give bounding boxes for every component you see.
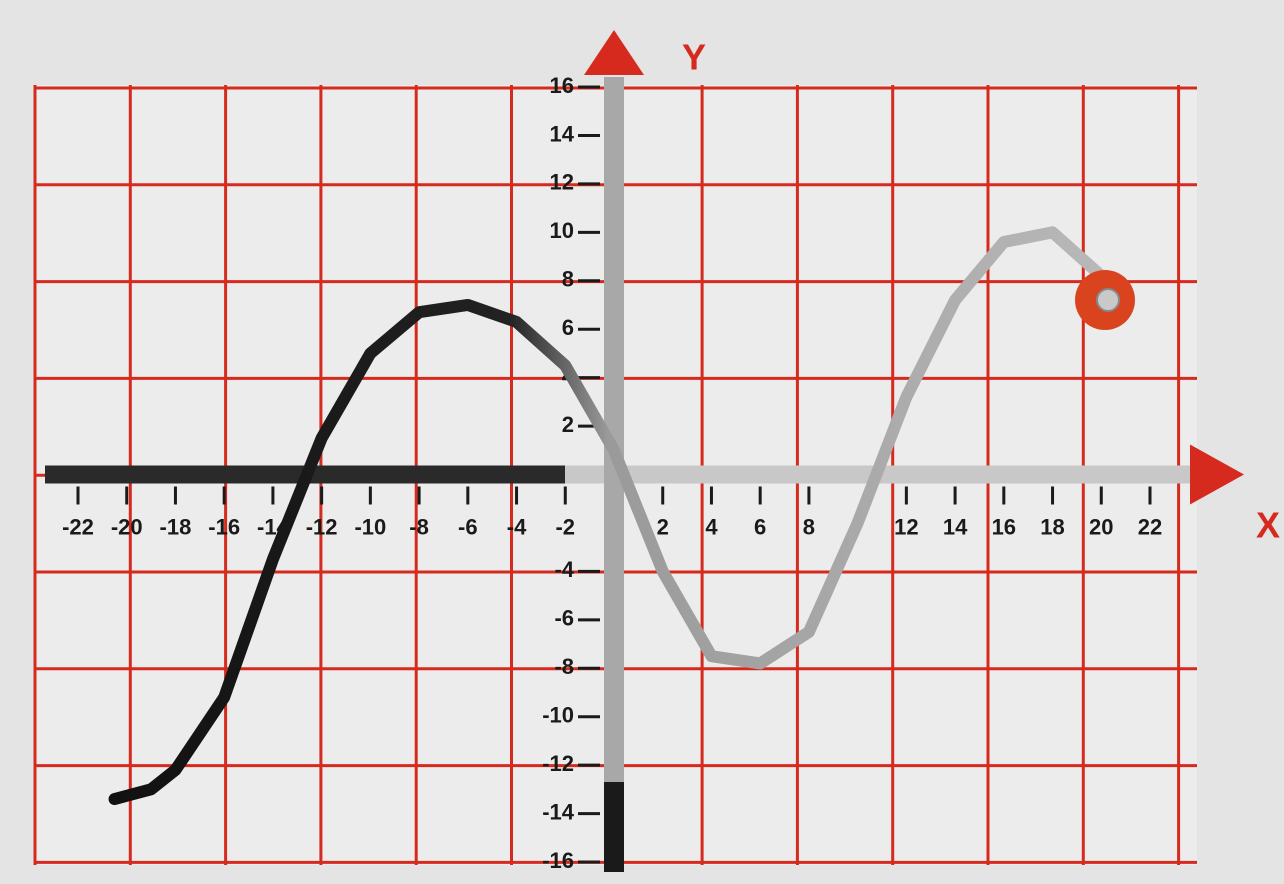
y-tick-label: -8: [554, 654, 574, 679]
y-axis-strip-dark: [604, 782, 624, 872]
x-tick-label: 8: [803, 514, 815, 539]
y-tick-label: 12: [550, 170, 574, 195]
x-tick-label: 14: [943, 514, 968, 539]
y-tick-label: -14: [542, 799, 575, 824]
y-tick-label: 16: [550, 73, 574, 98]
fastener-nut: [1097, 289, 1119, 311]
y-axis-label: Y: [682, 37, 706, 78]
x-tick-label: -20: [111, 514, 143, 539]
y-tick-label: -12: [542, 751, 574, 776]
y-tick-label: -6: [554, 606, 574, 631]
y-tick-label: -10: [542, 703, 574, 728]
x-tick-label: 18: [1040, 514, 1064, 539]
x-tick-label: 6: [754, 514, 766, 539]
x-tick-label: -18: [160, 514, 192, 539]
y-tick-label: 2: [562, 412, 574, 437]
x-tick-label: -2: [555, 514, 575, 539]
photo: -22-20-18-16-14-12-10-8-6-4-224681214161…: [0, 0, 1284, 884]
x-tick-label: -22: [62, 514, 94, 539]
x-axis-label: X: [1256, 505, 1280, 546]
x-tick-label: 22: [1138, 514, 1162, 539]
x-tick-label: 16: [992, 514, 1016, 539]
x-tick-label: 2: [657, 514, 669, 539]
y-tick-label: 8: [562, 267, 574, 292]
x-tick-label: 12: [894, 514, 918, 539]
x-tick-label: -6: [458, 514, 478, 539]
x-tick-label: -16: [208, 514, 240, 539]
x-tick-label: -12: [306, 514, 338, 539]
x-tick-label: -4: [507, 514, 527, 539]
x-tick-label: -10: [354, 514, 386, 539]
y-tick-label: -4: [554, 557, 574, 582]
y-tick-label: -16: [542, 848, 574, 873]
x-tick-label: 20: [1089, 514, 1113, 539]
y-tick-label: 6: [562, 315, 574, 340]
y-tick-label: 10: [550, 218, 574, 243]
x-tick-label: 4: [705, 514, 718, 539]
x-tick-label: -8: [409, 514, 429, 539]
y-tick-label: 14: [550, 121, 575, 146]
